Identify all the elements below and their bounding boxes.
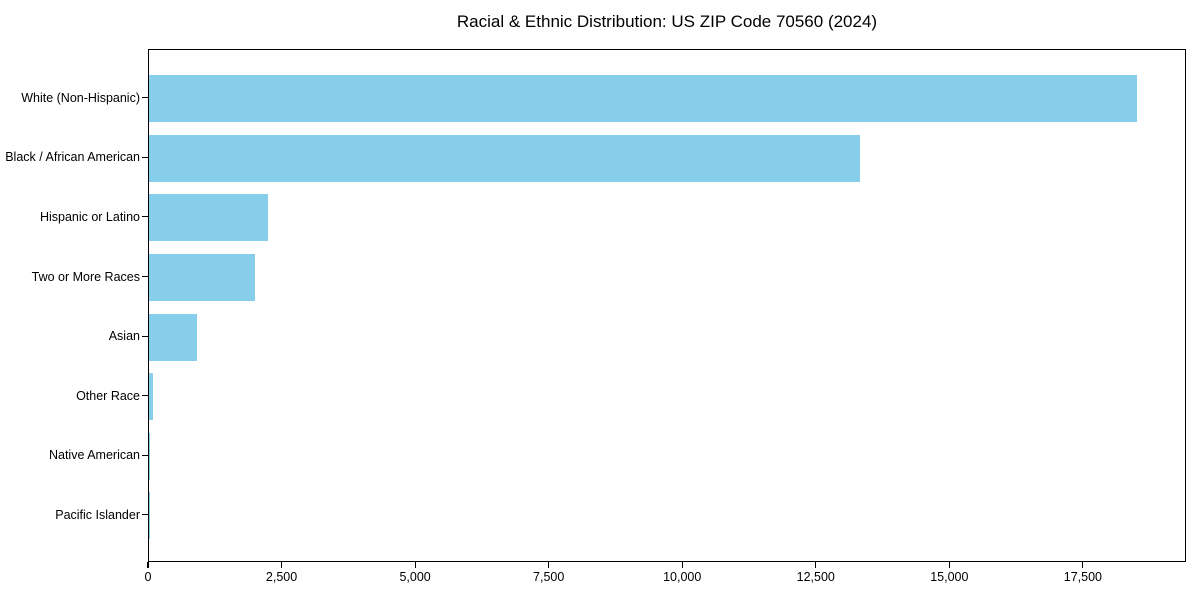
y-tick-pacific-islander xyxy=(142,514,148,516)
bar-two-or-more-races xyxy=(149,254,255,301)
bar-asian xyxy=(149,313,198,361)
y-label-pacific-islander: Pacific Islander xyxy=(55,507,140,522)
y-label-asian: Asian xyxy=(108,329,140,344)
y-label-black-african-american: Black / African American xyxy=(5,150,140,165)
y-label-native-american: Native American xyxy=(48,448,140,463)
bar-white-non-hispanic xyxy=(149,75,1138,123)
y-tick-black-african-american xyxy=(142,156,148,158)
x-tick-7500 xyxy=(548,562,550,568)
bar-hispanic-or-latino xyxy=(149,194,268,242)
x-tick-label-7500: 7,500 xyxy=(533,570,565,584)
bar-pacific-islander xyxy=(149,492,150,540)
x-tick-label-17500: 17,500 xyxy=(1063,570,1102,584)
x-tick-12500 xyxy=(815,562,817,568)
y-label-hispanic-or-latino: Hispanic or Latino xyxy=(39,209,140,224)
y-tick-asian xyxy=(142,335,148,337)
y-tick-native-american xyxy=(142,454,148,456)
plot-area xyxy=(148,49,1186,562)
x-tick-15000 xyxy=(948,562,950,568)
bar-native-american xyxy=(149,432,151,480)
x-tick-label-5000: 5,000 xyxy=(399,570,431,584)
x-tick-2500 xyxy=(280,562,283,568)
y-tick-white-non-hispanic xyxy=(142,97,148,99)
x-tick-label-2500: 2,500 xyxy=(265,570,298,584)
x-tick-0 xyxy=(147,562,149,568)
y-tick-two-or-more-races xyxy=(142,275,148,278)
bar-other-race xyxy=(149,373,154,421)
x-tick-17500 xyxy=(1082,562,1084,568)
x-tick-label-10000: 10,000 xyxy=(663,570,702,584)
y-label-white-non-hispanic: White (Non-Hispanic) xyxy=(21,90,140,105)
x-tick-5000 xyxy=(414,562,416,568)
x-tick-10000 xyxy=(681,562,683,568)
chart-title: Racial & Ethnic Distribution: US ZIP Cod… xyxy=(456,12,878,31)
y-tick-other-race xyxy=(142,395,148,397)
bar-black-african-american xyxy=(149,134,860,182)
y-label-two-or-more-races: Two or More Races xyxy=(31,269,140,284)
y-tick-hispanic-or-latino xyxy=(142,216,148,218)
x-tick-label-0: 0 xyxy=(144,570,152,584)
x-tick-label-15000: 15,000 xyxy=(930,570,969,584)
y-label-other-race: Other Race xyxy=(76,388,140,403)
x-tick-label-12500: 12,500 xyxy=(796,570,835,584)
